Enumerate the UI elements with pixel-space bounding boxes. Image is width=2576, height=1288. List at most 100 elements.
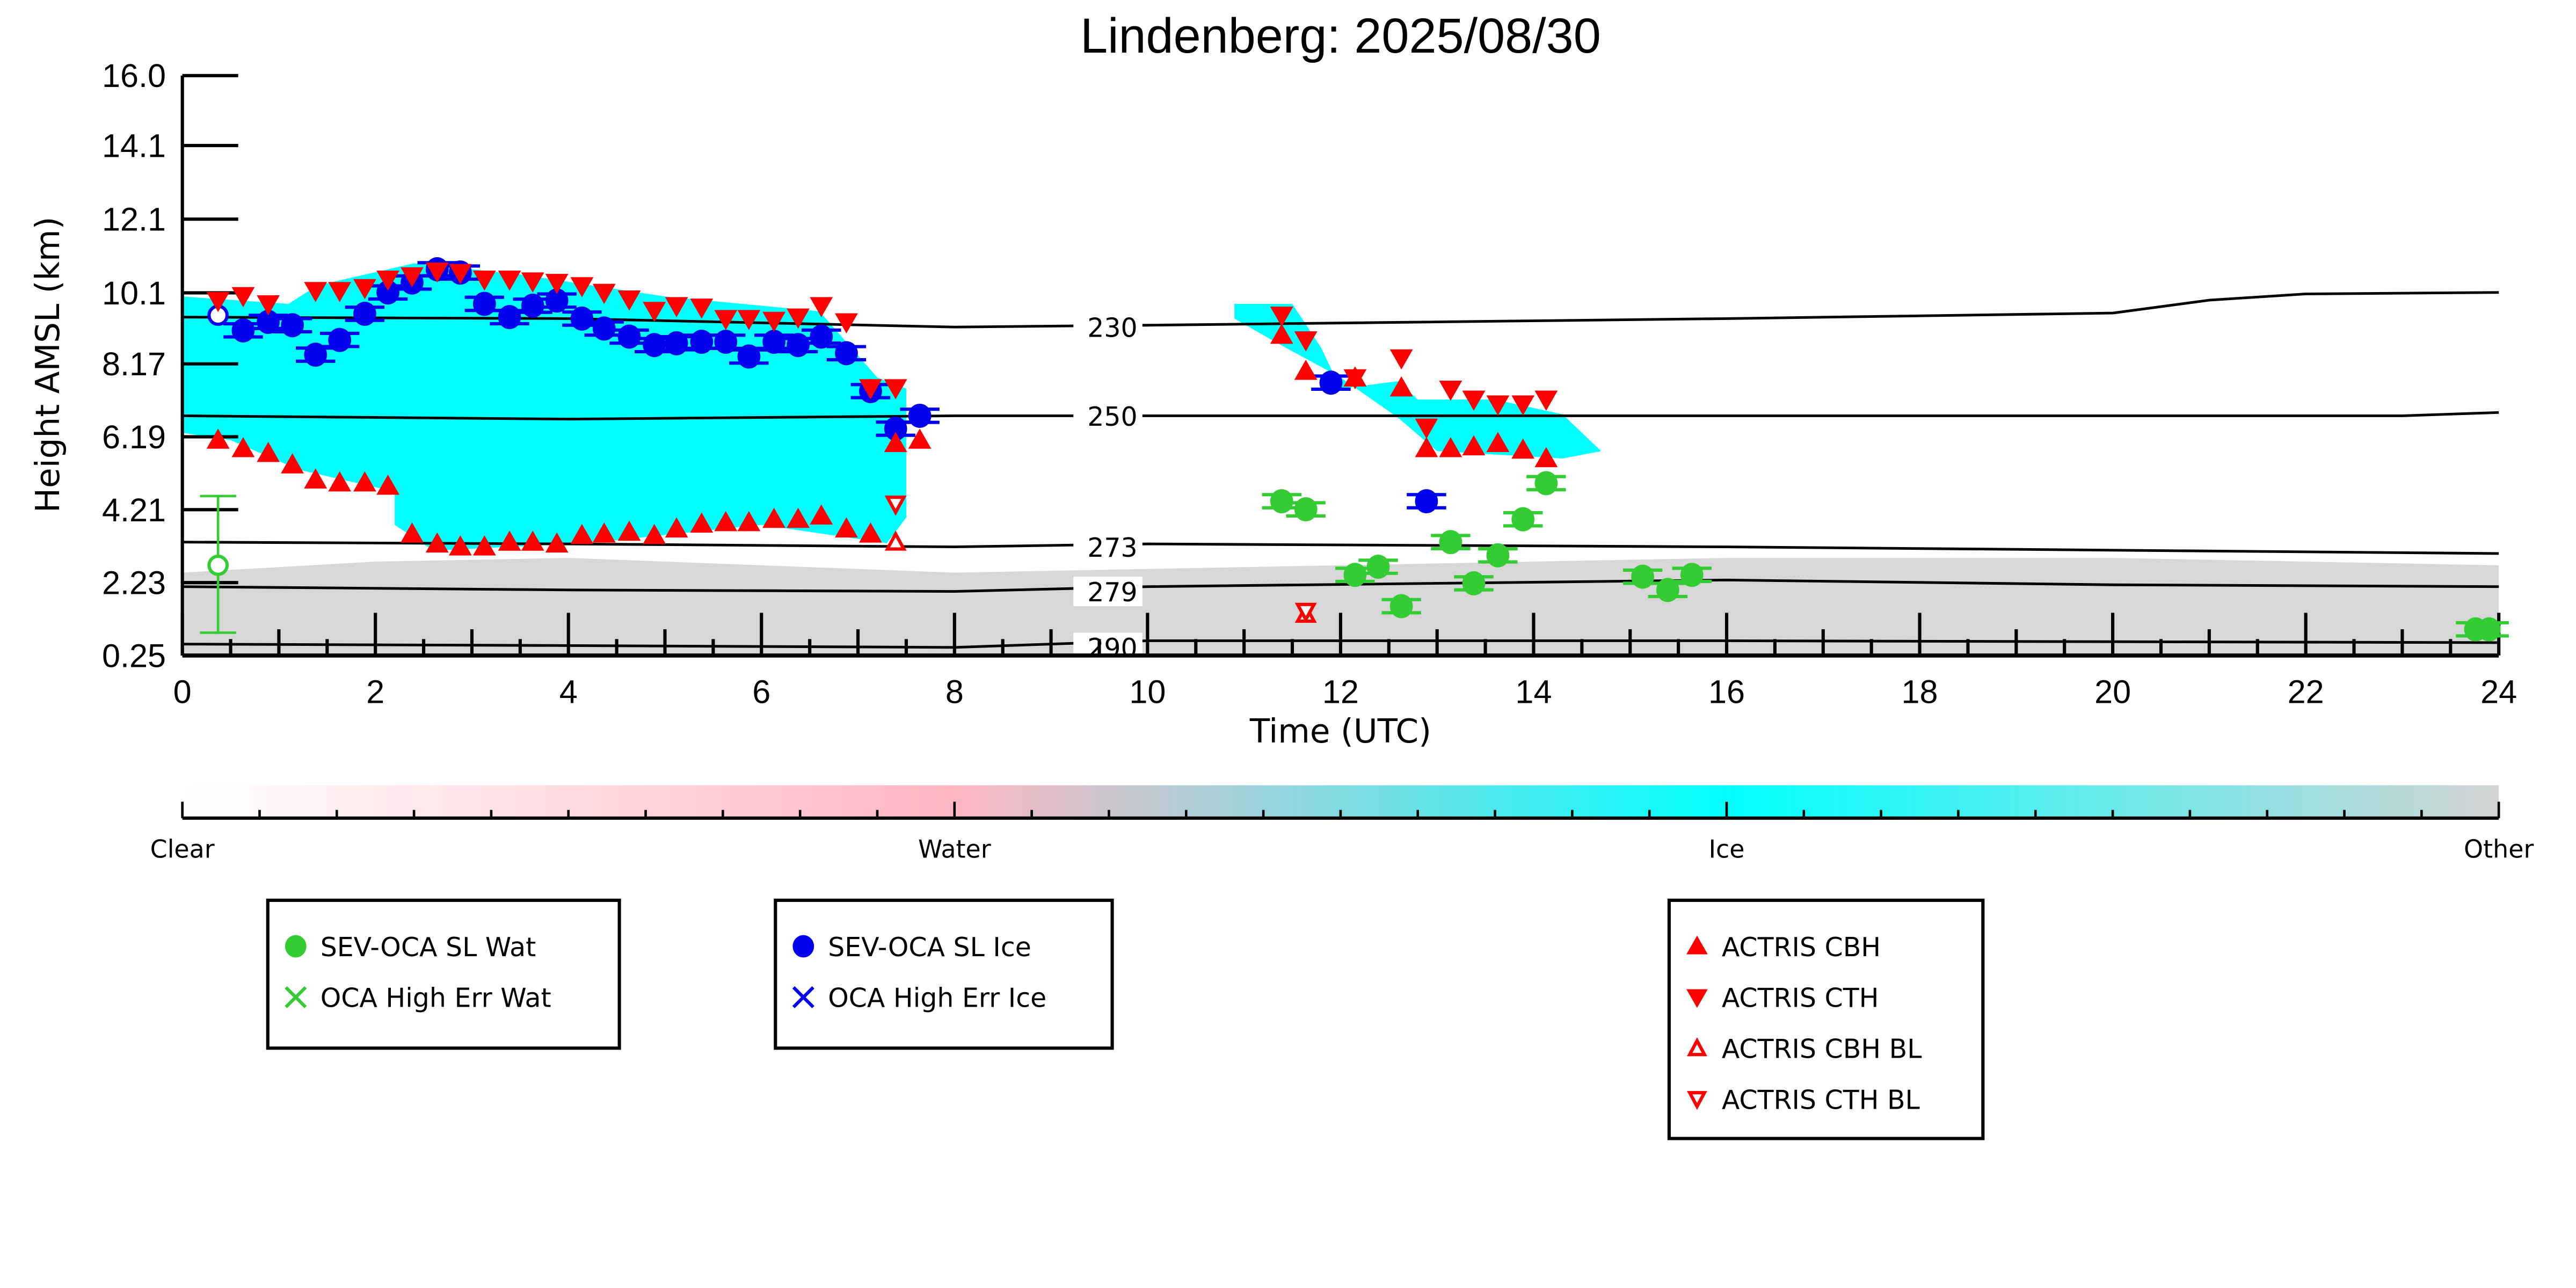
data-point — [1439, 437, 1462, 457]
ice-cloud-region — [1234, 303, 1602, 459]
data-point — [1415, 418, 1438, 439]
legend-label: ACTRIS CTH BL — [1722, 1085, 1920, 1115]
data-point — [592, 522, 616, 543]
data-point — [498, 305, 521, 330]
y-tick-label: 12.1 — [102, 201, 166, 238]
y-tick-label: 8.17 — [102, 346, 166, 382]
data-point — [281, 313, 304, 338]
data-point — [328, 471, 352, 492]
legend-label: OCA High Err Ice — [828, 983, 1046, 1014]
contour-label: 230 — [1087, 313, 1137, 344]
data-point — [353, 279, 376, 300]
x-stroke — [792, 986, 814, 1008]
data-point — [908, 428, 932, 449]
data-point — [1511, 395, 1535, 416]
contour-label-bg — [1073, 401, 1143, 431]
data-point — [835, 341, 858, 366]
colorbar: Clear Water Ice Other — [150, 785, 2534, 863]
data-point — [1270, 323, 1293, 344]
legend-label: ACTRIS CBH — [1722, 932, 1881, 963]
data-point — [206, 292, 230, 312]
data-point — [665, 517, 688, 538]
data-point — [1270, 489, 1293, 514]
legend-marker — [1687, 1037, 1707, 1057]
series-actris-cbh — [206, 323, 1558, 556]
data-point — [425, 532, 449, 553]
temperature-contour-230 — [182, 291, 2499, 329]
x-tick-label: 4 — [559, 674, 578, 710]
data-point — [1270, 307, 1293, 327]
data-point — [1511, 507, 1535, 532]
data-point — [714, 310, 738, 330]
x-tick-label: 0 — [173, 674, 192, 710]
data-point — [810, 324, 833, 349]
x-tick-label: 24 — [2480, 674, 2517, 710]
data-point — [257, 295, 280, 316]
data-point — [1486, 395, 1510, 416]
x-tick-label: 22 — [2288, 674, 2324, 710]
data-point — [304, 343, 328, 367]
data-point — [1389, 376, 1413, 397]
x-tick-label: 2 — [366, 674, 384, 710]
colorbar-label-clear: Clear — [150, 834, 215, 863]
data-point — [1462, 435, 1486, 456]
data-point — [498, 270, 521, 291]
data-point — [835, 517, 858, 538]
data-point — [521, 530, 544, 551]
data-point — [737, 344, 761, 369]
x-stroke — [285, 986, 307, 1008]
data-point — [665, 297, 688, 317]
data-point — [1656, 578, 1679, 602]
y-tick-label: 14.1 — [102, 127, 166, 164]
data-point — [472, 535, 496, 556]
data-point — [521, 293, 544, 318]
legend-label: ACTRIS CTH — [1722, 983, 1879, 1014]
data-point — [401, 522, 424, 543]
data-point — [762, 311, 786, 332]
data-point — [353, 471, 376, 492]
data-point — [1294, 360, 1318, 380]
legend-box-1: SEV-OCA SL Wat OCA High Err Wat — [266, 898, 621, 1050]
data-point — [690, 512, 714, 533]
temperature-contour-250 — [182, 411, 2499, 421]
data-point — [448, 264, 472, 285]
data-point — [884, 432, 907, 452]
colorbar-label-ice: Ice — [1709, 834, 1745, 863]
y-tick-label: 6.19 — [102, 419, 166, 455]
contour-label: 273 — [1087, 533, 1137, 563]
legend-marker — [792, 935, 814, 958]
contour-label-bg — [1073, 577, 1143, 607]
legend-frame — [1667, 898, 1985, 1140]
y-axis-label: Height AMSL (km) — [29, 217, 67, 513]
x-axis-label: Time (UTC) — [1249, 712, 1431, 751]
data-point — [643, 523, 666, 544]
data-point — [1294, 331, 1318, 352]
legend-box-2: SEV-OCA SL Ice OCA High Err Ice — [774, 898, 1114, 1050]
data-point — [592, 283, 616, 304]
series-actris-cth-bl — [884, 496, 1317, 623]
data-point — [1462, 390, 1486, 411]
data-point — [206, 428, 230, 449]
x-tick-label: 10 — [1129, 674, 1166, 710]
legend-frame — [774, 898, 1114, 1050]
series-sev-oca-sl-wat — [200, 471, 2509, 642]
legend-marker — [285, 986, 307, 1008]
data-point — [1534, 471, 1558, 496]
data-point — [617, 324, 641, 349]
colorbar-label-water: Water — [918, 834, 991, 863]
data-point — [1415, 489, 1438, 514]
data-point — [401, 267, 424, 288]
data-point — [570, 523, 594, 544]
y-tick-label: 4.21 — [102, 492, 166, 528]
legend-marker — [792, 986, 814, 1008]
data-point — [1680, 563, 1704, 587]
data-point — [1486, 543, 1510, 567]
series-actris-cth — [206, 262, 1558, 439]
data-point-low-quality — [207, 555, 229, 576]
data-point — [1319, 370, 1343, 395]
data-point — [545, 274, 569, 294]
data-point — [328, 282, 352, 302]
data-point — [231, 437, 255, 457]
legend-marker — [1686, 989, 1708, 1008]
x-tick-label: 8 — [945, 674, 964, 710]
